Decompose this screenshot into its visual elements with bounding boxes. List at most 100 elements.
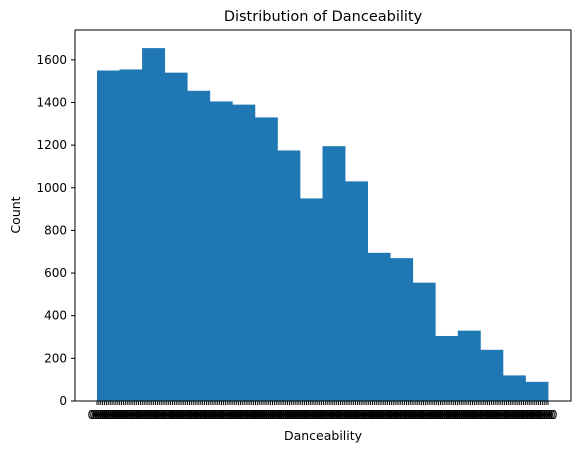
x-tick-label: 0.0 [516, 408, 535, 422]
x-tick-label: 0.0 [454, 408, 473, 422]
x-tick-label: 0.0 [135, 408, 154, 422]
x-tick-label: 0.0 [282, 408, 301, 422]
histogram-bar [390, 258, 414, 401]
x-tick-label: 0.0 [461, 408, 480, 422]
x-tick-label: 0.0 [506, 408, 525, 422]
x-tick-label: 0.0 [152, 408, 171, 422]
x-tick-label: 0.0 [270, 408, 289, 422]
x-tick-label: 0.0 [144, 408, 163, 422]
x-tick-label: 0.0 [231, 408, 250, 422]
x-tick-label: 0.0 [455, 408, 474, 422]
x-tick-label: 0.0 [203, 408, 222, 422]
x-tick-label: 0.0 [180, 408, 199, 422]
x-tick-label: 0.0 [89, 408, 108, 422]
x-tick-label: 0.0 [137, 408, 156, 422]
x-tick-label: 0.0 [255, 408, 274, 422]
x-tick-label: 0.0 [523, 408, 542, 422]
x-tick-label: 0.0 [233, 408, 252, 422]
y-tick-label: 0 [59, 394, 67, 408]
x-tick-label: 0.0 [435, 408, 454, 422]
histogram-bar [164, 72, 188, 401]
x-tick-label: 0.0 [331, 408, 350, 422]
x-tick-label: 0.0 [501, 408, 520, 422]
x-tick-label: 0.0 [225, 408, 244, 422]
y-tick-label: 400 [44, 309, 67, 323]
x-tick-label: 0.0 [529, 408, 548, 422]
x-axis-ticks: 0.00.00.00.00.00.00.00.00.00.00.00.00.00… [87, 401, 558, 422]
x-tick-label: 0.0 [289, 408, 308, 422]
x-tick-label: 0.0 [121, 408, 140, 422]
x-tick-label: 0.0 [208, 408, 227, 422]
x-tick-label: 0.0 [318, 408, 337, 422]
x-tick-label: 0.0 [267, 408, 286, 422]
y-tick-label: 1600 [36, 53, 67, 67]
x-tick-label: 0.0 [488, 408, 507, 422]
y-tick-label: 800 [44, 223, 67, 237]
x-tick-label: 0.0 [161, 408, 180, 422]
x-tick-label: 0.0 [176, 408, 195, 422]
x-tick-label: 0.0 [448, 408, 467, 422]
x-tick-label: 0.0 [138, 408, 157, 422]
histogram-bar [119, 69, 143, 401]
x-tick-label: 0.0 [308, 408, 327, 422]
x-tick-label: 0.0 [431, 408, 450, 422]
x-tick-label: 0.0 [531, 408, 550, 422]
x-tick-label: 0.0 [538, 408, 557, 422]
y-axis-ticks: 0 200 400 600 800 1000 1200 1400 1600 [36, 53, 75, 408]
x-tick-label: 0.0 [154, 408, 173, 422]
x-tick-label: 0.0 [410, 408, 429, 422]
x-tick-label: 0.0 [459, 408, 478, 422]
histogram-bar [367, 252, 391, 401]
x-tick-label: 0.0 [116, 408, 135, 422]
x-tick-label: 0.0 [269, 408, 288, 422]
x-tick-label: 0.0 [112, 408, 131, 422]
x-tick-label: 0.0 [335, 408, 354, 422]
x-tick-label: 0.0 [527, 408, 546, 422]
x-tick-label: 0.0 [399, 408, 418, 422]
x-tick-label: 0.0 [469, 408, 488, 422]
x-tick-label: 0.0 [146, 408, 165, 422]
x-tick-label: 0.0 [301, 408, 320, 422]
x-tick-label: 0.0 [259, 408, 278, 422]
x-tick-label: 0.0 [306, 408, 325, 422]
x-tick-label: 0.0 [412, 408, 431, 422]
x-tick-label: 0.0 [295, 408, 314, 422]
x-tick-label: 0.0 [227, 408, 246, 422]
x-tick-label: 0.0 [380, 408, 399, 422]
x-tick-label: 0.0 [457, 408, 476, 422]
x-tick-label: 0.0 [187, 408, 206, 422]
x-tick-label: 0.0 [486, 408, 505, 422]
x-tick-label: 0.0 [374, 408, 393, 422]
x-tick-label: 0.0 [433, 408, 452, 422]
histogram-bar [232, 104, 256, 401]
x-tick-label: 0.0 [450, 408, 469, 422]
x-tick-label: 0.0 [214, 408, 233, 422]
x-tick-label: 0.0 [425, 408, 444, 422]
x-tick-label: 0.0 [248, 408, 267, 422]
x-tick-label: 0.0 [378, 408, 397, 422]
x-tick-label: 0.0 [210, 408, 229, 422]
x-tick-label: 0.0 [110, 408, 129, 422]
x-tick-label: 0.0 [250, 408, 269, 422]
x-tick-label: 0.0 [312, 408, 331, 422]
x-tick-label: 0.0 [257, 408, 276, 422]
y-tick-label: 1400 [36, 95, 67, 109]
x-tick-label: 0.0 [244, 408, 263, 422]
x-tick-label: 0.0 [286, 408, 305, 422]
histogram-bar [435, 335, 459, 401]
x-tick-label: 0.0 [497, 408, 516, 422]
x-tick-label: 0.0 [163, 408, 182, 422]
x-tick-label: 0.0 [503, 408, 522, 422]
x-tick-label: 0.0 [174, 408, 193, 422]
x-tick-label: 0.0 [350, 408, 369, 422]
x-tick-label: 0.0 [142, 408, 161, 422]
x-tick-label: 0.0 [340, 408, 359, 422]
x-tick-label: 0.0 [363, 408, 382, 422]
histogram-bar [457, 330, 481, 401]
x-tick-label: 0.0 [329, 408, 348, 422]
x-tick-label: 0.0 [372, 408, 391, 422]
x-tick-label: 0.0 [337, 408, 356, 422]
x-tick-label: 0.0 [246, 408, 265, 422]
x-tick-label: 0.0 [421, 408, 440, 422]
x-tick-label: 0.0 [106, 408, 125, 422]
